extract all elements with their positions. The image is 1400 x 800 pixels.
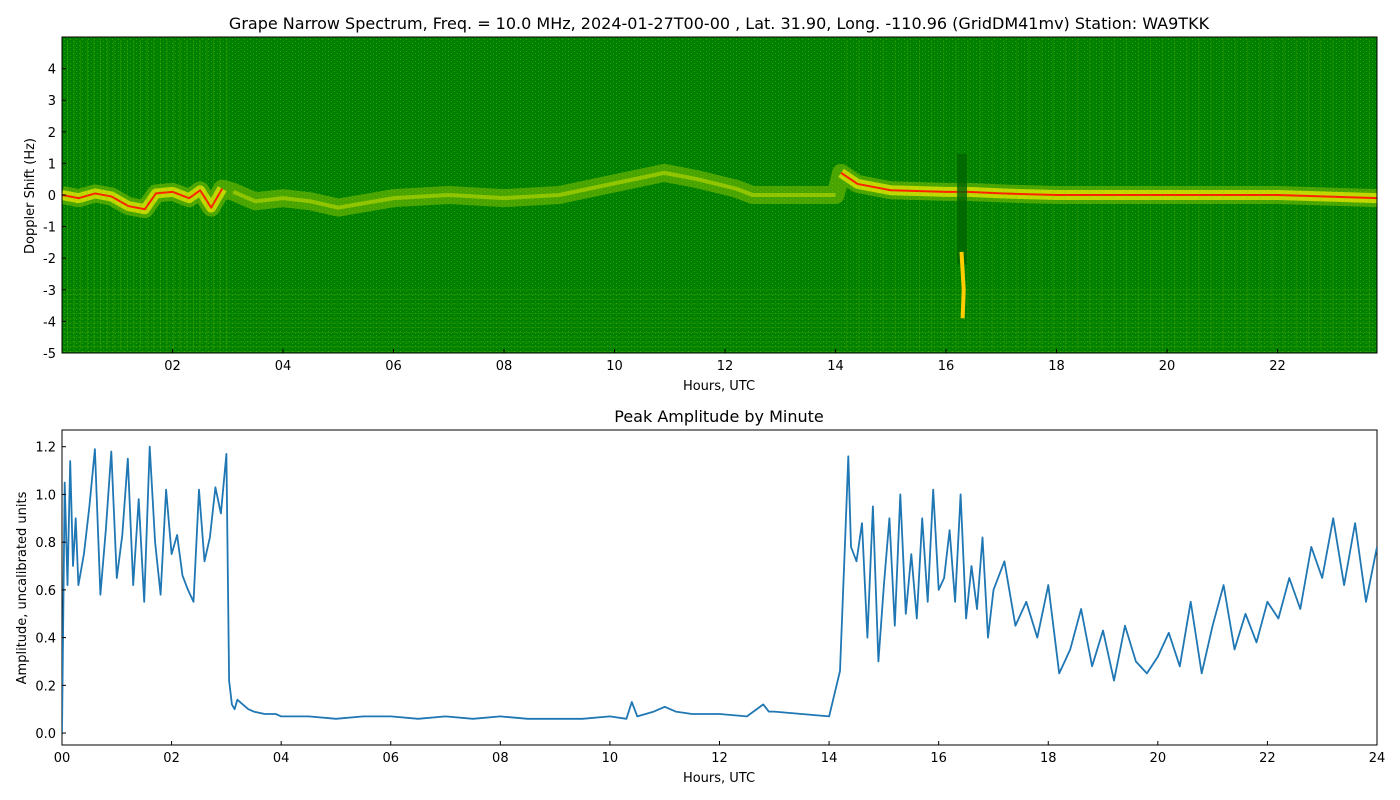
amplitude-marks: [62, 445, 1377, 734]
x-tick-label: 04: [273, 751, 290, 766]
spectrogram-title: Grape Narrow Spectrum, Freq. = 10.0 MHz,…: [229, 14, 1210, 33]
y-tick-label: 0.8: [35, 536, 56, 551]
x-tick-label: 12: [717, 359, 734, 374]
spectrogram-chart: Grape Narrow Spectrum, Freq. = 10.0 MHz,…: [23, 14, 1378, 394]
x-tick-label: 18: [1048, 359, 1065, 374]
y-tick-label: 2: [48, 126, 56, 141]
x-tick-label: 06: [385, 359, 402, 374]
amplitude-x-label: Hours, UTC: [683, 771, 755, 786]
carrier-peak-trace: [62, 172, 1377, 211]
amplitude-x-ticks: 00 02 04 06 08 10 12 14 16 18 20 22 24: [54, 741, 1386, 766]
x-tick-label: 16: [930, 751, 947, 766]
y-tick-label: 1: [48, 157, 56, 172]
y-tick-label: 0: [48, 189, 56, 204]
x-tick-label: 14: [821, 751, 838, 766]
x-tick-label: 14: [827, 359, 844, 374]
x-tick-label: 22: [1259, 751, 1276, 766]
x-tick-label: 18: [1040, 751, 1057, 766]
y-tick-label: 0.2: [35, 679, 56, 694]
amplitude-title: Peak Amplitude by Minute: [614, 407, 824, 426]
x-tick-label: 16: [938, 359, 955, 374]
x-tick-label: 20: [1159, 359, 1176, 374]
spectrogram-x-ticks: 02 04 06 08 10 12 14 16 18 20 22: [164, 349, 1286, 374]
x-tick-label: 02: [164, 359, 181, 374]
y-tick-label: -3: [43, 284, 56, 299]
y-tick-label: 4: [48, 63, 56, 78]
amplitude-chart: Peak Amplitude by Minute 00 02 04 06 08 10 12 1…: [15, 407, 1385, 786]
x-tick-label: 04: [275, 359, 292, 374]
x-tick-label: 20: [1150, 751, 1167, 766]
amplitude-y-ticks: 0.0 0.2 0.4 0.6 0.8 1.0 1.2: [35, 441, 66, 742]
y-tick-label: -1: [43, 221, 56, 236]
y-tick-label: 0.0: [35, 727, 56, 742]
x-tick-label: 10: [606, 359, 623, 374]
amplitude-plot-area: [61, 429, 1378, 746]
amplitude-y-label: Amplitude, uncalibrated units: [15, 491, 30, 684]
carrier-dropout: [957, 153, 968, 265]
y-tick-label: -2: [43, 252, 56, 267]
y-tick-label: 1.0: [35, 488, 56, 503]
x-tick-label: 08: [492, 751, 509, 766]
x-tick-label: 22: [1269, 359, 1286, 374]
carrier-weak-trace: [232, 170, 836, 210]
y-tick-label: 0.4: [35, 632, 56, 647]
x-tick-label: 02: [163, 751, 180, 766]
y-tick-label: 1.2: [35, 441, 56, 456]
y-tick-label: 0.6: [35, 584, 56, 599]
y-tick-label: 3: [48, 94, 56, 109]
spectrogram-marks: [62, 40, 1377, 352]
y-tick-label: -4: [43, 315, 56, 330]
amplitude-series-line: [62, 445, 1377, 734]
y-tick-label: -5: [43, 347, 56, 362]
x-tick-label: 00: [54, 751, 71, 766]
spike-trace: [959, 251, 966, 319]
x-tick-label: 08: [496, 359, 513, 374]
x-tick-label: 10: [602, 751, 619, 766]
x-tick-label: 06: [382, 751, 399, 766]
x-tick-label: 12: [711, 751, 728, 766]
spectrogram-y-label: Doppler Shift (Hz): [23, 138, 38, 254]
x-tick-label: 24: [1369, 751, 1386, 766]
spectrogram-y-ticks: -5 -4 -3 -2 -1 0 1 2 3 4: [43, 63, 66, 362]
spectrogram-x-label: Hours, UTC: [683, 379, 755, 394]
